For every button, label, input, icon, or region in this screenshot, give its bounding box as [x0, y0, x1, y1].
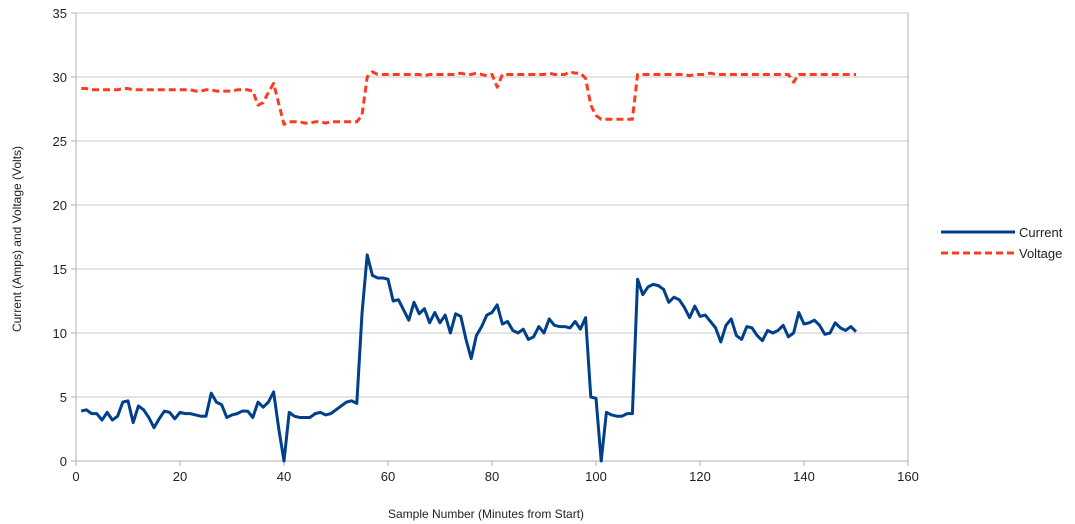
- y-axis-title: Current (Amps) and Voltage (Volts): [10, 146, 24, 332]
- y-tick-label: 5: [60, 390, 67, 405]
- series-line-voltage: [81, 70, 856, 126]
- x-tick-label: 100: [585, 469, 607, 484]
- y-tick-label: 0: [60, 454, 67, 469]
- y-tick-label: 10: [53, 326, 67, 341]
- axes: [71, 12, 909, 466]
- y-tick-label: 30: [53, 70, 67, 85]
- x-axis-title: Sample Number (Minutes from Start): [388, 507, 584, 521]
- x-tick-label: 80: [485, 469, 499, 484]
- x-tick-label: 40: [277, 469, 291, 484]
- y-tick-label: 25: [53, 134, 67, 149]
- y-tick-label: 35: [53, 6, 67, 21]
- x-tick-label: 20: [173, 469, 187, 484]
- tick-labels: 0 5 10 15 20 25 30 35 0 20 40 60 80 100 120 140 160: [53, 6, 919, 484]
- y-tick-label: 15: [53, 262, 67, 277]
- x-tick-label: 120: [689, 469, 711, 484]
- series-current: [80, 253, 858, 463]
- gridlines: [76, 12, 908, 462]
- y-tick-label: 20: [53, 198, 67, 213]
- x-tick-label: 0: [72, 469, 79, 484]
- series-voltage: [81, 70, 856, 126]
- x-tick-label: 60: [381, 469, 395, 484]
- plot-area: [80, 70, 858, 463]
- legend-label-current: Current: [1019, 225, 1063, 240]
- legend-label-voltage: Voltage: [1019, 246, 1062, 261]
- x-tick-label: 140: [793, 469, 815, 484]
- x-tick-label: 160: [897, 469, 919, 484]
- legend: Current Voltage: [941, 225, 1063, 261]
- series-line-current: [80, 253, 858, 463]
